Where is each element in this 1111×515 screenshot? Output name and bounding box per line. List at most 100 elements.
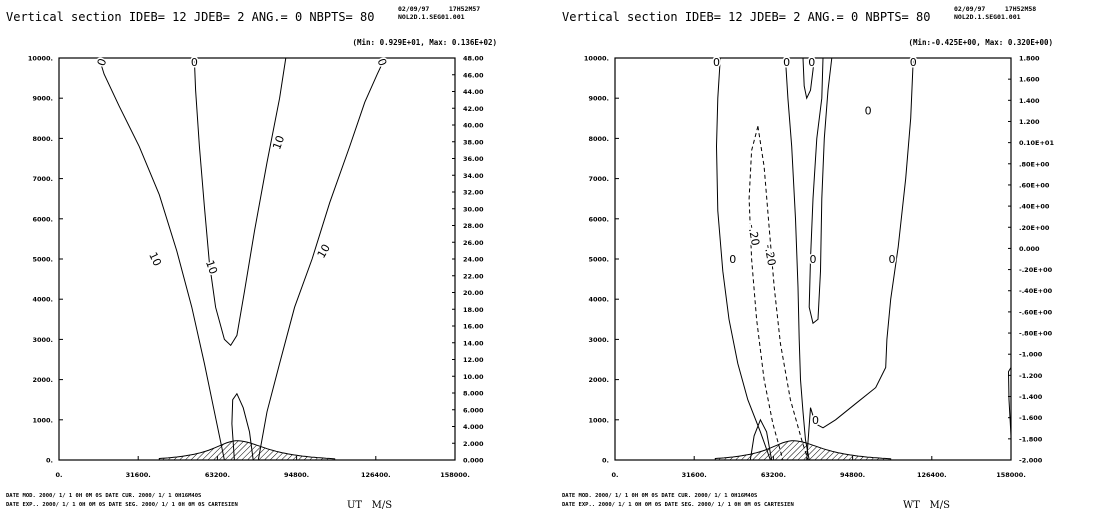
right-tick-label: -.40E+00	[1019, 287, 1053, 295]
contour-label: 0	[888, 253, 895, 266]
footer-line-1: DATE MOD. 2000/ 1/ 1 0H 0M 0S DATE CUR. …	[562, 493, 758, 499]
contour-line	[715, 57, 771, 461]
right-tick-label: 2.000	[463, 440, 484, 448]
contour-line	[98, 57, 225, 461]
y-tick-label: 6000.	[32, 215, 53, 223]
contour-plot-wt: 0. 1000. 2000. 3000. 4000. 5000. 6000. 7000. 800…	[584, 55, 1055, 480]
right-tick-label: 6.000	[463, 406, 484, 414]
right-tick-label: 1.800	[1019, 55, 1040, 63]
y-tick-label: 2000.	[32, 376, 53, 384]
y-tick-label: 4000.	[32, 296, 53, 304]
right-tick-label: 48.00	[463, 55, 484, 63]
right-tick-label: -2.000	[1019, 457, 1043, 465]
contour-line	[784, 57, 810, 461]
right-tick-label: 20.00	[463, 289, 484, 297]
y-tick-label: 6000.	[588, 215, 609, 223]
y-tick-label: 4000.	[588, 296, 609, 304]
right-tick-label: 22.00	[463, 272, 484, 280]
run-id: NOL2D.1.SEG01.001	[954, 13, 1021, 21]
footer-line-1: DATE MOD. 2000/ 1/ 1 0H 0M 0S DATE CUR. …	[6, 493, 202, 499]
min-max-label: (Min:-0.425E+00, Max: 0.320E+00)	[908, 38, 1054, 47]
x-tick-label: 31600.	[682, 471, 707, 479]
contour-line	[231, 392, 254, 461]
right-tick-label: .20E+00	[1019, 224, 1050, 232]
right-tick-label: 0.000	[463, 457, 484, 465]
right-tick-label: 28.00	[463, 222, 484, 230]
right-tick-label: 1.200	[1019, 118, 1040, 126]
right-tick-label: -.60E+00	[1019, 308, 1053, 316]
right-tick-label: -.20E+00	[1019, 266, 1053, 274]
right-tick-label: .60E+00	[1019, 181, 1050, 189]
y-tick-label: 7000.	[588, 175, 609, 183]
contour-label: 0	[808, 56, 815, 69]
contour-label: -.20	[762, 243, 779, 266]
run-date: 02/09/97 17H52M58	[954, 5, 1037, 13]
right-tick-label: .80E+00	[1019, 160, 1050, 168]
contour-line	[193, 57, 287, 347]
run-id: NOL2D.1.SEG01.001	[398, 13, 465, 21]
right-tick-label: 1.600	[1019, 76, 1040, 84]
variable-label: UT M/S	[347, 500, 393, 511]
right-tick-label: -1.000	[1019, 351, 1043, 359]
variable-label: WT M/S	[903, 500, 950, 511]
contour-plot-ut: 0.1000.2000.3000.4000.5000.6000.7000.800…	[28, 55, 484, 480]
contour-label: 0	[865, 104, 872, 117]
x-tick-label: 94800.	[284, 471, 309, 479]
x-tick-label: 0.	[612, 471, 619, 479]
right-tick-label: 16.00	[463, 323, 484, 331]
y-tick-label: 8000.	[32, 135, 53, 143]
right-tick-label: -1.600	[1019, 414, 1043, 422]
contour-label: 10	[315, 242, 333, 261]
right-tick-label: 46.00	[463, 71, 484, 79]
footer-line-2: DATE EXP.. 2000/ 1/ 1 0H 0M 0S DATE SEG.…	[6, 502, 238, 508]
y-tick-label: 9000.	[32, 95, 53, 103]
right-tick-label: 44.00	[463, 88, 484, 96]
y-tick-label: 10000.	[584, 55, 609, 63]
right-tick-label: 14.00	[463, 339, 484, 347]
contour-line	[802, 57, 815, 100]
contour-label: 10	[270, 134, 287, 152]
contour-line	[806, 57, 914, 461]
y-tick-label: 5000.	[32, 256, 53, 264]
x-tick-label: 0.	[56, 471, 63, 479]
right-tick-label: 0.10E+01	[1019, 139, 1054, 147]
chart-title: Vertical section IDEB= 12 JDEB= 2 ANG.= …	[562, 10, 931, 24]
contour-line	[257, 57, 386, 461]
contour-line	[748, 126, 784, 461]
right-tick-label: 26.00	[463, 239, 484, 247]
contour-label: 0	[810, 253, 817, 266]
right-tick-label: 30.00	[463, 205, 484, 213]
right-tick-label: 42.00	[463, 105, 484, 113]
y-tick-label: 5000.	[588, 256, 609, 264]
contour-label: 10	[146, 250, 164, 268]
x-tick-label: 63200.	[205, 471, 230, 479]
right-tick-label: -1.400	[1019, 393, 1043, 401]
right-tick-label: 34.00	[463, 172, 484, 180]
y-tick-label: 7000.	[32, 175, 53, 183]
contour-label: 0	[783, 56, 790, 69]
footer-line-2: DATE EXP.. 2000/ 1/ 1 0H 0M 0S DATE SEG.…	[562, 502, 794, 508]
run-date: 02/09/97 17H52M57	[398, 5, 481, 13]
min-max-label: (Min: 0.929E+01, Max: 0.136E+02)	[352, 38, 498, 47]
y-tick-label: 1000.	[32, 416, 53, 424]
contour-line	[757, 126, 809, 461]
right-tick-label: 24.00	[463, 256, 484, 264]
right-tick-label: .40E+00	[1019, 203, 1050, 211]
x-tick-label: 63200.	[761, 471, 786, 479]
right-panel-wt: Vertical section IDEB= 12 JDEB= 2 ANG.= …	[556, 0, 1111, 515]
right-tick-label: -1.800	[1019, 435, 1043, 443]
right-tick-label: -1.200	[1019, 372, 1043, 380]
right-tick-label: 32.00	[463, 189, 484, 197]
y-tick-label: 1000.	[588, 416, 609, 424]
contour-line	[1007, 367, 1012, 436]
orography	[158, 440, 336, 461]
contour-label: 10	[203, 258, 220, 276]
right-tick-label: 36.00	[463, 155, 484, 163]
y-tick-label: 10000.	[28, 55, 53, 63]
y-tick-label: 8000.	[588, 135, 609, 143]
contour-label: 0	[812, 414, 819, 427]
y-tick-label: 0.	[602, 457, 609, 465]
x-tick-label: 94800.	[840, 471, 865, 479]
right-tick-label: 8.000	[463, 390, 484, 398]
plot-frame	[58, 57, 456, 461]
